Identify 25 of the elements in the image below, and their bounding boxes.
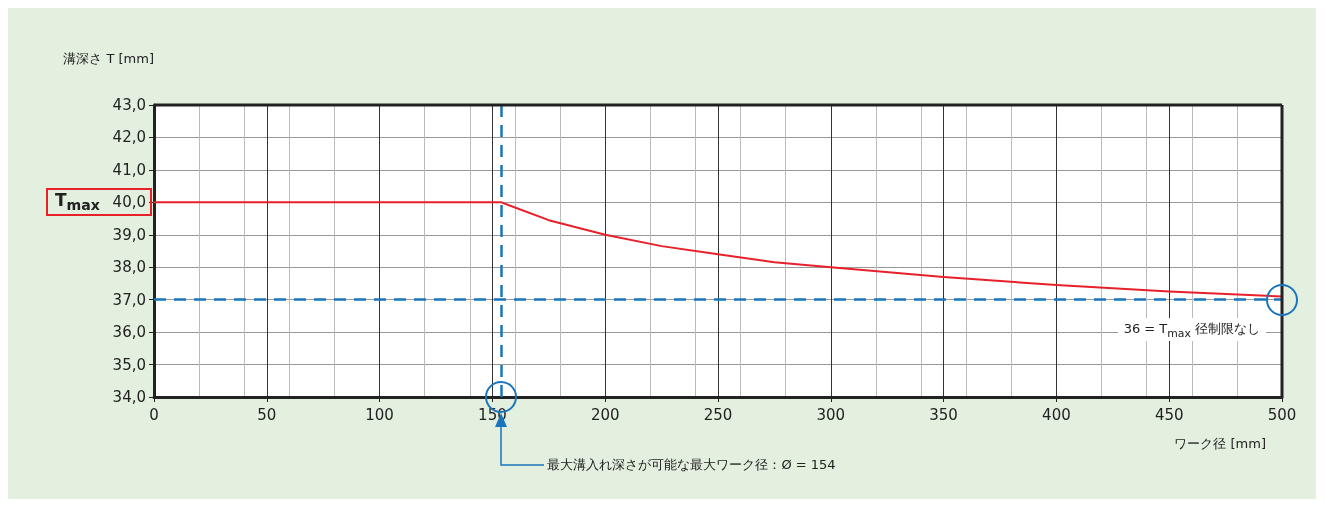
y-tick-label: 37,0 — [112, 290, 146, 309]
x-tick-label: 500 — [1267, 405, 1297, 424]
x-tick-label: 100 — [365, 405, 394, 424]
y-tick-label: 41,0 — [112, 160, 146, 179]
x-tick-label: 200 — [590, 405, 620, 424]
x-tick-label: 350 — [929, 405, 958, 424]
y-tick-label: 35,0 — [112, 355, 146, 374]
y-tick-label: 38,0 — [112, 258, 146, 277]
text: T$_{max}$ — [54, 189, 100, 214]
y-tick-label: 42,0 — [112, 128, 146, 147]
y-tick-label: 40,0 — [112, 193, 146, 212]
x-tick-label: 0 — [149, 405, 159, 424]
x-tick-label: 300 — [816, 405, 846, 424]
x-axis-title: ワーク径 [mm] — [1174, 436, 1266, 451]
y-tick-label: 34,0 — [112, 388, 146, 406]
x-tick-label: 50 — [257, 405, 277, 424]
annotation: 36 = T$_{max}$ 径制限なし — [1117, 317, 1266, 342]
text: 最大溝入れ深さが可能な最大ワーク径：Ø = 154 — [547, 456, 836, 474]
x-tick-label: 450 — [1154, 405, 1184, 424]
y-tick-label: 36,0 — [112, 323, 146, 342]
y-tick-label: 43,0 — [112, 96, 146, 114]
x-tick-label: 400 — [1042, 405, 1071, 424]
x-tick-label: 250 — [703, 405, 733, 424]
y-axis-title: 溝深さ T [mm] — [63, 51, 154, 66]
y-tick-label: 39,0 — [112, 225, 146, 244]
